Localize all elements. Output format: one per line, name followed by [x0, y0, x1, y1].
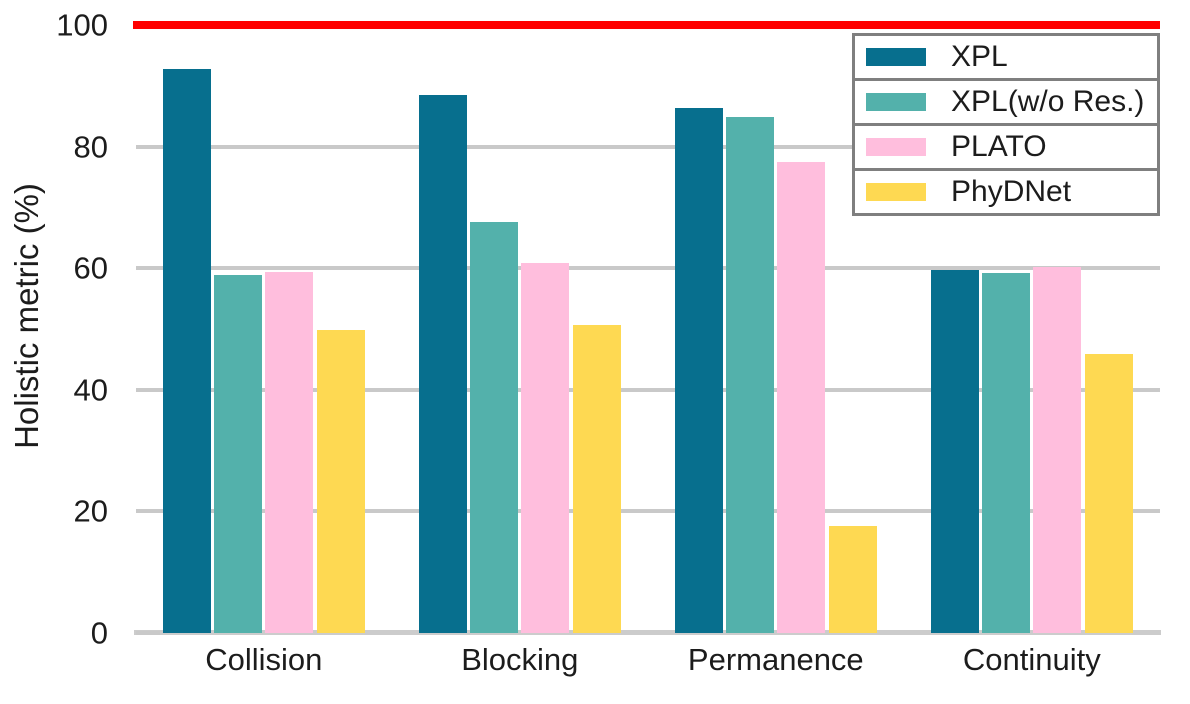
bar-xpl-continuity: [931, 270, 979, 633]
y-axis-tick-20: [136, 509, 160, 513]
y-tick-label-80: 80: [73, 129, 108, 164]
bar-plato-collision: [265, 272, 313, 633]
legend: XPL XPL(w/o Res.) PLATO PhyDNet: [852, 33, 1160, 216]
legend-item-phydnet: PhyDNet: [855, 171, 1157, 213]
bar-xpl-permanence: [675, 108, 723, 633]
x-category-label-collision: Collision: [205, 642, 323, 677]
reference-line-100: [133, 21, 1160, 29]
legend-swatch-xpl-w-o-res: [866, 93, 926, 111]
y-axis-tick-0: [136, 630, 160, 635]
gridline-80: [160, 144, 1160, 149]
gridline-60: [160, 266, 1160, 270]
bar-phydnet-continuity: [1085, 353, 1133, 633]
y-axis-tick-60: [136, 266, 160, 270]
legend-swatch-xpl: [866, 48, 926, 66]
bar-xpl-w-o-res-blocking: [470, 221, 518, 633]
x-category-label-continuity: Continuity: [962, 642, 1101, 677]
x-category-label-blocking: Blocking: [461, 642, 579, 677]
legend-item-xpl: XPL: [855, 36, 1157, 81]
bar-xpl-w-o-res-collision: [214, 275, 262, 633]
bar-xpl-blocking: [419, 94, 467, 633]
gridline-20: [160, 509, 1160, 513]
y-tick-label-0: 0: [90, 615, 108, 650]
bar-plato-continuity: [1033, 266, 1081, 633]
bar-plato-permanence: [777, 161, 825, 633]
y-tick-label-40: 40: [73, 372, 108, 407]
legend-item-xpl-w-o-res: XPL(w/o Res.): [855, 81, 1157, 126]
x-category-label-permanence: Permanence: [687, 642, 864, 677]
bar-xpl-collision: [163, 68, 211, 633]
x-axis-line: [134, 630, 1161, 635]
y-tick-label-20: 20: [73, 493, 108, 529]
legend-swatch-phydnet: [866, 183, 926, 201]
y-tick-label-60: 60: [73, 250, 108, 286]
legend-label-xpl-w-o-res: XPL(w/o Res.): [951, 85, 1145, 118]
legend-swatch-plato: [866, 138, 926, 156]
bar-plato-blocking: [521, 262, 569, 633]
legend-label-phydnet: PhyDNet: [951, 175, 1072, 208]
legend-item-plato: PLATO: [855, 126, 1157, 171]
bar-xpl-w-o-res-continuity: [982, 273, 1030, 633]
legend-label-xpl: XPL: [951, 40, 1008, 73]
bar-phydnet-permanence: [829, 526, 877, 633]
y-axis-tick-40: [136, 387, 160, 392]
bar-xpl-w-o-res-permanence: [726, 117, 774, 633]
legend-label-plato: PLATO: [951, 130, 1047, 163]
bar-phydnet-collision: [317, 329, 365, 633]
y-axis-tick-80: [136, 144, 160, 149]
y-tick-label-100: 100: [56, 7, 108, 43]
bar-phydnet-blocking: [573, 325, 621, 633]
y-axis-title: Holistic metric (%): [8, 183, 45, 449]
gridline-40: [160, 387, 1160, 392]
